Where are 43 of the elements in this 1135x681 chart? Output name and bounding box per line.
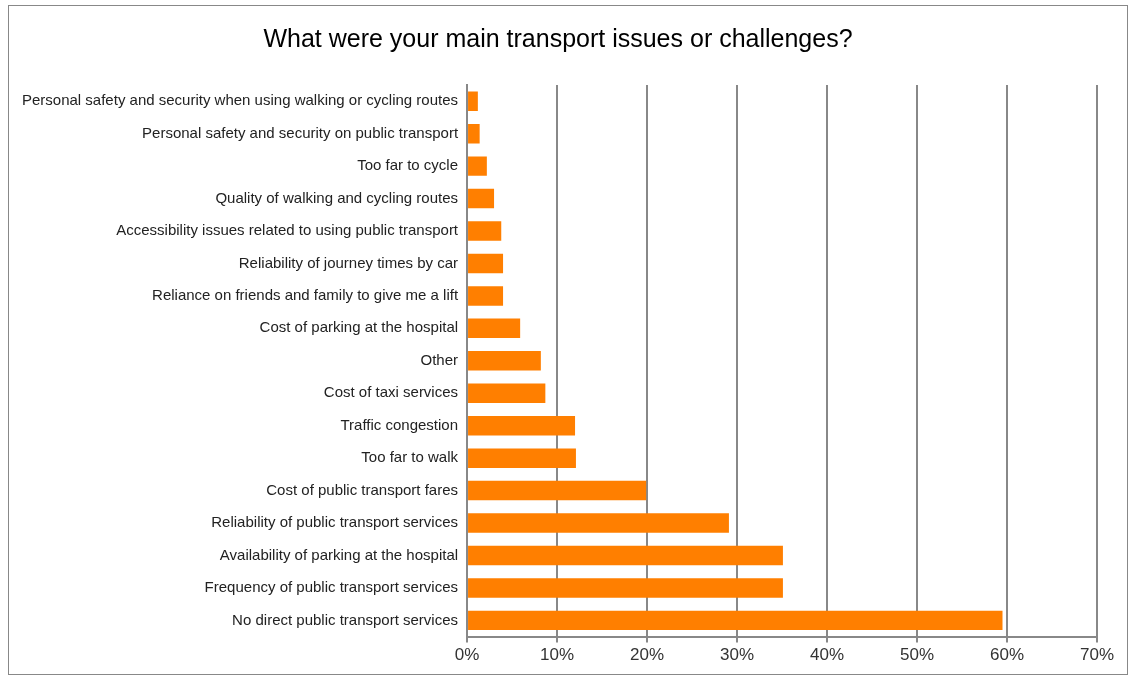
y-tick-label: Cost of taxi services bbox=[323, 383, 459, 401]
x-tick-label: 50% bbox=[900, 645, 935, 665]
bar bbox=[468, 383, 546, 403]
bar bbox=[468, 253, 504, 274]
chart-title: What were your main transport issues or challenges? bbox=[263, 23, 853, 52]
bar bbox=[468, 351, 541, 371]
bar bbox=[468, 578, 783, 598]
y-tick-label: Too far to walk bbox=[361, 448, 459, 466]
y-tick-label: Personal safety and security when using walking or cycling routes bbox=[21, 91, 459, 109]
y-tick-label: Quality of walking and cycling routes bbox=[215, 188, 459, 206]
x-tick-label: 0% bbox=[454, 645, 480, 665]
y-tick-label: Availability of parking at the hospital bbox=[219, 545, 459, 563]
y-tick-label: No direct public transport services bbox=[232, 610, 459, 628]
x-tick-label: 40% bbox=[810, 645, 845, 665]
bar bbox=[468, 123, 480, 144]
x-tick-label: 70% bbox=[1079, 645, 1115, 665]
x-tick-label: 60% bbox=[989, 645, 1025, 665]
bar bbox=[468, 221, 502, 241]
bar bbox=[468, 545, 783, 566]
bar bbox=[468, 188, 495, 209]
x-tick-label: 30% bbox=[720, 645, 755, 665]
y-tick-label: Other bbox=[420, 350, 459, 368]
y-tick-label: Personal safety and security on public transport bbox=[142, 123, 459, 141]
bar bbox=[468, 156, 487, 176]
y-tick-label: Reliability of journey times by car bbox=[238, 253, 459, 271]
x-tick-label: 20% bbox=[630, 645, 665, 665]
bar bbox=[468, 610, 1003, 631]
y-tick-label: Frequency of public transport services bbox=[204, 578, 459, 596]
x-tick-label: 10% bbox=[540, 645, 575, 665]
y-tick-label: Accessibility issues related to using public transport bbox=[116, 221, 459, 239]
bar bbox=[468, 415, 576, 436]
bar bbox=[468, 448, 576, 468]
y-tick-label: Cost of public transport fares bbox=[266, 480, 459, 498]
bar bbox=[468, 318, 521, 339]
y-tick-label: Reliance on friends and family to give me a lift bbox=[152, 286, 459, 304]
y-tick-label: Reliability of public transport services bbox=[211, 513, 459, 531]
y-tick-label: Cost of parking at the hospital bbox=[259, 318, 459, 336]
bar bbox=[468, 513, 729, 533]
bar bbox=[468, 286, 504, 306]
bar bbox=[468, 480, 647, 501]
y-tick-label: Traffic congestion bbox=[340, 415, 459, 433]
bar bbox=[468, 91, 478, 111]
y-tick-label: Too far to cycle bbox=[357, 156, 459, 174]
